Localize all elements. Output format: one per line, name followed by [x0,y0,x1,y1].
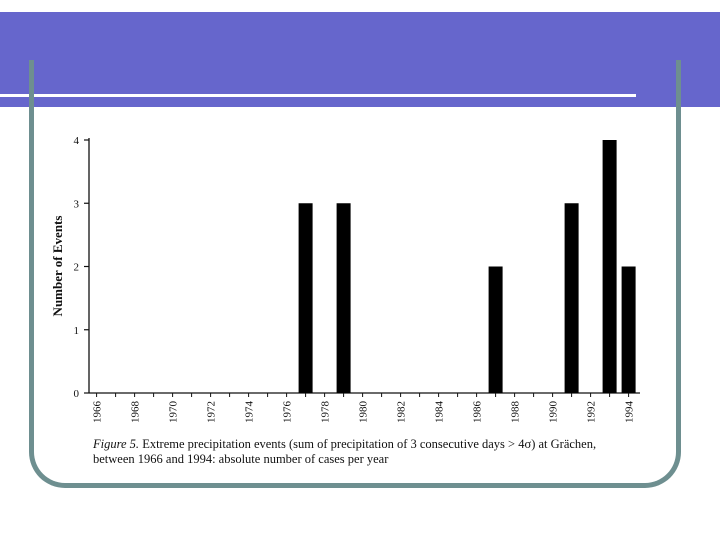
caption-line-1: Extreme precipitation events (sum of pre… [139,437,597,451]
chart-axes [84,138,640,397]
x-tick-label: 1972 [206,401,218,423]
slide-frame [29,60,681,488]
chart-bars [298,140,636,393]
x-tick-label: 1990 [548,401,560,424]
x-tick-label: 1994 [624,401,636,424]
figure-caption: Figure 5. Extreme precipitation events (… [93,437,653,467]
y-tick-label: 3 [74,198,80,210]
x-tick-label: 1984 [434,401,446,424]
banner-divider [0,94,636,97]
x-tick-label: 1968 [130,401,142,424]
x-tick-label: 1986 [472,401,484,424]
x-tick-label: 1976 [282,401,294,424]
figure-label: Figure 5. [93,437,140,451]
x-tick-label: 1974 [244,401,256,424]
y-tick-label: 0 [74,388,80,400]
bar-1991 [564,203,579,393]
bar-1994 [621,266,636,393]
y-tick-label: 2 [74,262,80,274]
title-banner [0,12,720,107]
y-tick-label: 4 [74,135,80,147]
bar-1977 [298,203,313,393]
y-tick-labels: 0 1 2 3 4 [74,135,80,400]
bar-1979 [336,203,351,393]
x-tick-label: 1992 [586,401,598,423]
bar-1993 [602,140,617,393]
x-tick-label: 1978 [320,401,332,424]
x-tick-label: 1988 [510,401,522,424]
x-tick-label: 1970 [168,401,180,424]
x-tick-label: 1980 [358,401,370,424]
caption-line-2: between 1966 and 1994: absolute number o… [93,452,389,466]
y-axis-label: Number of Events [50,216,65,317]
x-tick-label: 1966 [92,401,104,424]
y-tick-label: 1 [74,325,80,337]
x-tick-label: 1982 [396,401,408,423]
bar-1987 [488,266,503,393]
x-tick-labels: 1966 1968 1970 1972 1974 1976 1978 1980 1982 1984… [92,401,636,424]
